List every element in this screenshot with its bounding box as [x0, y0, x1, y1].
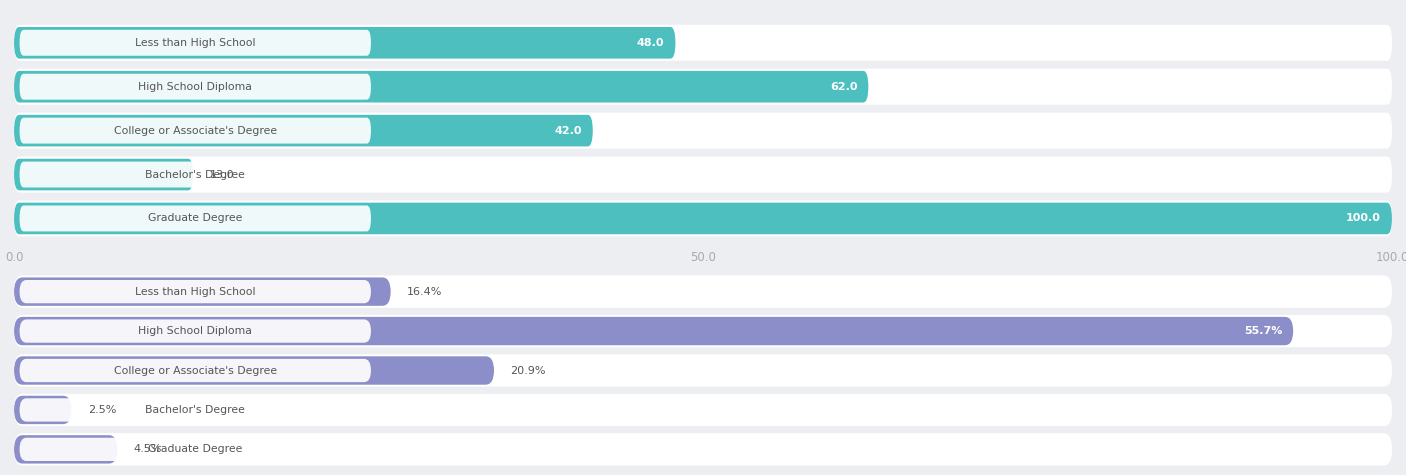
FancyBboxPatch shape — [14, 113, 1392, 149]
FancyBboxPatch shape — [14, 315, 1392, 347]
Text: 55.7%: 55.7% — [1244, 326, 1282, 336]
FancyBboxPatch shape — [20, 162, 371, 188]
Text: 2.5%: 2.5% — [89, 405, 117, 415]
FancyBboxPatch shape — [20, 399, 371, 422]
FancyBboxPatch shape — [20, 438, 371, 461]
FancyBboxPatch shape — [20, 74, 371, 100]
FancyBboxPatch shape — [20, 359, 371, 382]
FancyBboxPatch shape — [14, 115, 593, 146]
FancyBboxPatch shape — [14, 276, 1392, 308]
Text: Bachelor's Degree: Bachelor's Degree — [145, 170, 245, 180]
FancyBboxPatch shape — [20, 30, 371, 56]
Text: Less than High School: Less than High School — [135, 38, 256, 48]
Text: 4.5%: 4.5% — [134, 445, 162, 455]
FancyBboxPatch shape — [14, 157, 1392, 192]
Text: High School Diploma: High School Diploma — [138, 326, 252, 336]
Text: 13.0: 13.0 — [209, 170, 235, 180]
FancyBboxPatch shape — [20, 206, 371, 231]
Text: Graduate Degree: Graduate Degree — [148, 445, 242, 455]
FancyBboxPatch shape — [20, 118, 371, 143]
FancyBboxPatch shape — [14, 396, 72, 424]
FancyBboxPatch shape — [14, 277, 391, 306]
FancyBboxPatch shape — [14, 159, 193, 190]
FancyBboxPatch shape — [14, 356, 494, 385]
Text: 100.0: 100.0 — [1346, 213, 1381, 223]
FancyBboxPatch shape — [14, 433, 1392, 465]
FancyBboxPatch shape — [14, 317, 1294, 345]
FancyBboxPatch shape — [14, 27, 675, 58]
Text: Bachelor's Degree: Bachelor's Degree — [145, 405, 245, 415]
FancyBboxPatch shape — [14, 25, 1392, 61]
FancyBboxPatch shape — [14, 69, 1392, 104]
FancyBboxPatch shape — [20, 319, 371, 342]
Text: High School Diploma: High School Diploma — [138, 82, 252, 92]
FancyBboxPatch shape — [14, 203, 1392, 234]
FancyBboxPatch shape — [14, 71, 869, 103]
Text: 48.0: 48.0 — [637, 38, 665, 48]
Text: 16.4%: 16.4% — [408, 286, 443, 296]
Text: 20.9%: 20.9% — [510, 365, 546, 376]
Text: Graduate Degree: Graduate Degree — [148, 213, 242, 223]
Text: Less than High School: Less than High School — [135, 286, 256, 296]
FancyBboxPatch shape — [14, 354, 1392, 387]
FancyBboxPatch shape — [14, 394, 1392, 426]
FancyBboxPatch shape — [14, 200, 1392, 237]
FancyBboxPatch shape — [20, 280, 371, 303]
Text: 42.0: 42.0 — [554, 125, 582, 136]
Text: College or Associate's Degree: College or Associate's Degree — [114, 125, 277, 136]
FancyBboxPatch shape — [14, 435, 118, 464]
Text: 62.0: 62.0 — [830, 82, 858, 92]
Text: College or Associate's Degree: College or Associate's Degree — [114, 365, 277, 376]
